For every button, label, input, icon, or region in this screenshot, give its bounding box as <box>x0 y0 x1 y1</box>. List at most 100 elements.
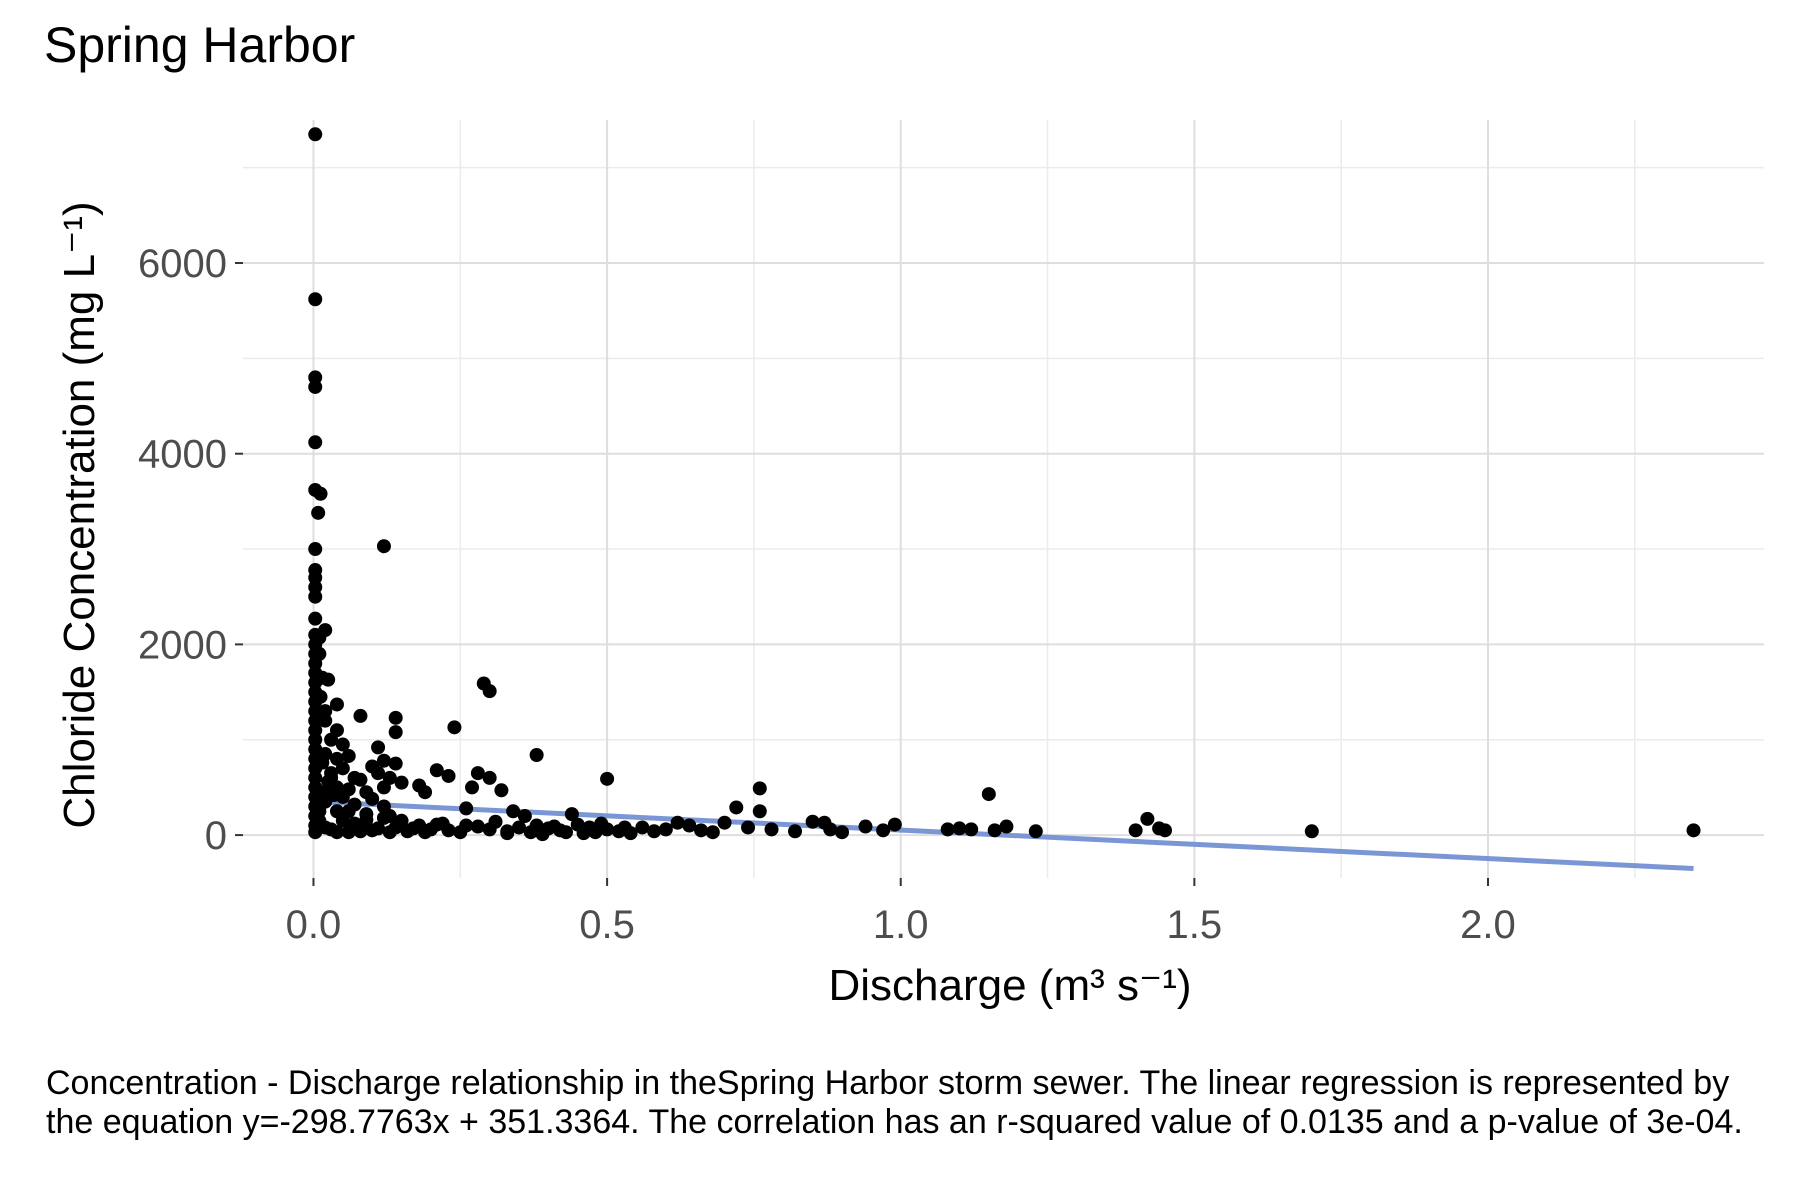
data-point <box>470 819 485 834</box>
data-point <box>418 785 433 800</box>
data-point <box>388 756 403 771</box>
data-point <box>329 697 344 712</box>
data-point <box>876 823 891 838</box>
data-point <box>506 804 521 819</box>
data-point <box>311 505 326 520</box>
data-point <box>964 822 979 837</box>
y-tick-label: 4000 <box>138 433 227 477</box>
data-point <box>729 800 744 815</box>
data-point <box>376 810 391 825</box>
data-point <box>752 781 767 796</box>
regression-layer <box>313 799 1694 872</box>
data-point <box>429 763 444 778</box>
data-point <box>987 823 1002 838</box>
data-point <box>441 823 456 838</box>
regression-line <box>313 799 1694 872</box>
data-point <box>1304 824 1319 839</box>
data-point <box>365 791 380 806</box>
data-point <box>952 821 967 836</box>
data-point <box>658 822 673 837</box>
y-tick-label: 0 <box>205 814 227 858</box>
data-point <box>1686 823 1701 838</box>
data-point <box>318 713 333 728</box>
data-point <box>523 825 538 840</box>
data-point <box>376 753 391 768</box>
data-point <box>353 824 368 839</box>
data-point <box>535 827 550 842</box>
data-point <box>308 589 323 604</box>
data-point <box>482 770 497 785</box>
data-point <box>558 825 573 840</box>
y-tick-label: 6000 <box>138 242 227 286</box>
data-point <box>308 611 323 626</box>
data-point <box>308 127 323 142</box>
data-point <box>788 824 803 839</box>
data-point <box>371 821 386 836</box>
data-point <box>465 780 480 795</box>
data-point <box>1157 823 1172 838</box>
data-point <box>494 783 509 798</box>
data-point <box>594 816 609 831</box>
data-point <box>887 817 902 832</box>
y-tick-label: 2000 <box>138 623 227 667</box>
data-point <box>741 820 756 835</box>
data-point <box>940 822 955 837</box>
data-point <box>324 732 339 747</box>
data-point <box>308 379 323 394</box>
x-tick-label: 1.5 <box>1167 903 1223 947</box>
data-point <box>764 822 779 837</box>
data-point <box>335 737 350 752</box>
figure-caption: Concentration - Discharge relationship i… <box>46 1064 1743 1141</box>
data-point <box>359 812 374 827</box>
data-point <box>858 819 873 834</box>
data-point <box>547 819 562 834</box>
x-tick-label: 0.5 <box>579 903 635 947</box>
data-point <box>512 820 527 835</box>
data-point <box>388 725 403 740</box>
data-point <box>623 826 638 841</box>
data-point <box>981 787 996 802</box>
data-point <box>335 761 350 776</box>
data-point <box>647 824 662 839</box>
data-point <box>459 801 474 816</box>
data-point <box>752 804 767 819</box>
data-point <box>670 815 685 830</box>
data-point <box>376 539 391 554</box>
data-point <box>564 807 579 822</box>
data-point <box>308 435 323 450</box>
data-point <box>376 780 391 795</box>
grid <box>243 120 1764 878</box>
data-point <box>312 646 327 661</box>
data-point <box>999 819 1014 834</box>
data-point <box>353 772 368 787</box>
data-point <box>318 623 333 638</box>
points-layer <box>308 127 1701 842</box>
data-point <box>313 689 328 704</box>
data-point <box>529 748 544 763</box>
data-point <box>327 788 342 803</box>
data-point <box>500 826 515 841</box>
data-point <box>318 820 333 835</box>
data-point <box>394 775 409 790</box>
data-point <box>341 748 356 763</box>
data-point <box>682 818 697 833</box>
x-tick-label: 0.0 <box>286 903 342 947</box>
data-point <box>418 825 433 840</box>
x-axis-title: Discharge (m³ s⁻¹) <box>828 961 1191 1010</box>
data-point <box>705 825 720 840</box>
data-point <box>717 815 732 830</box>
y-axis-title: Chloride Concentration (mg L⁻¹) <box>55 201 104 828</box>
data-point <box>321 672 336 687</box>
data-point <box>1128 823 1143 838</box>
data-point <box>447 720 462 735</box>
data-point <box>313 486 328 501</box>
data-point <box>371 766 386 781</box>
data-point <box>488 814 503 829</box>
data-point <box>635 820 650 835</box>
data-point <box>341 804 356 819</box>
data-point <box>353 708 368 723</box>
x-axis-ticks: 0.0 0.5 1.0 1.5 2.0 <box>286 878 1516 947</box>
data-point <box>576 826 591 841</box>
data-point <box>321 774 336 789</box>
